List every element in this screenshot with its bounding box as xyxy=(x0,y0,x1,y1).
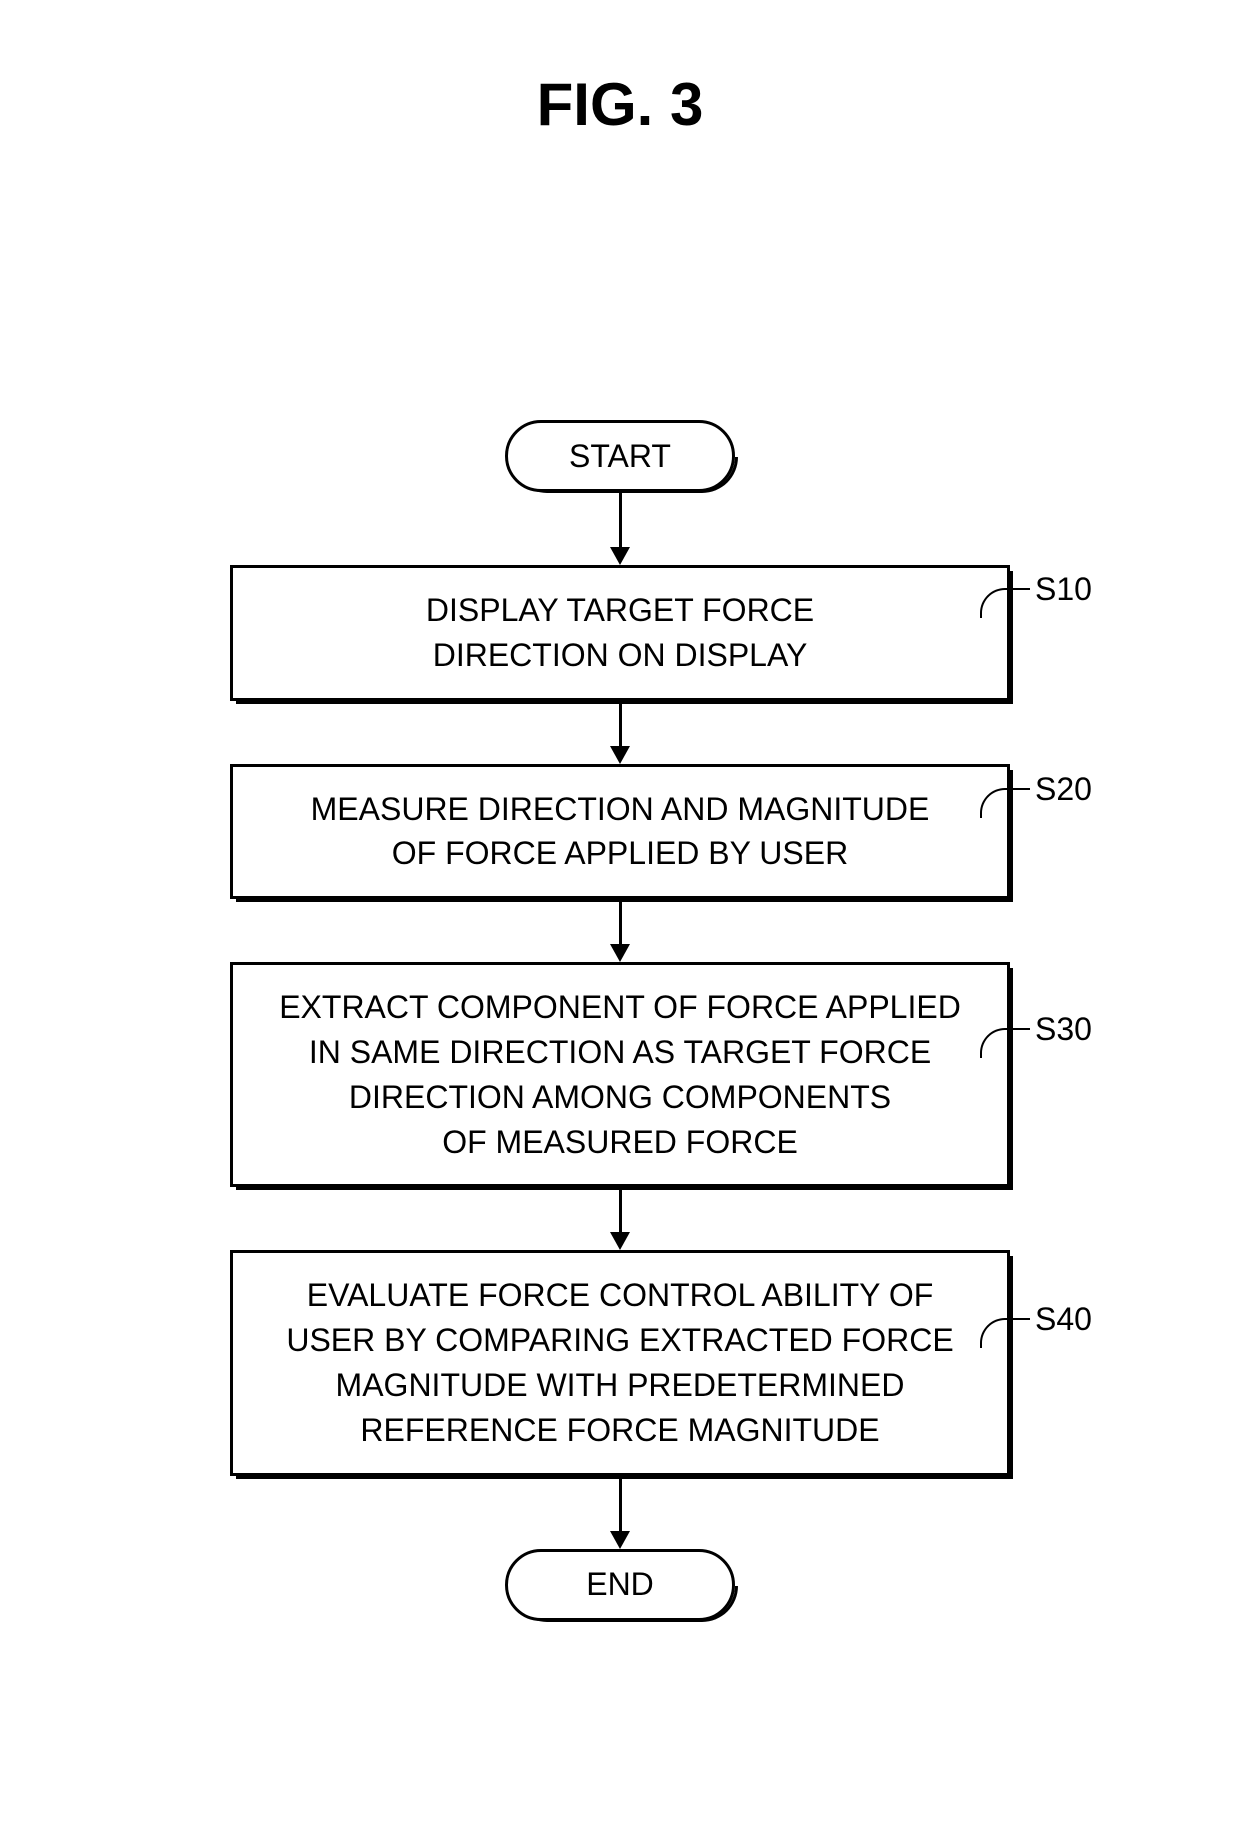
label-text: S30 xyxy=(1035,1011,1092,1048)
process-s30: EXTRACT COMPONENT OF FORCE APPLIEDIN SAM… xyxy=(230,962,1010,1187)
arrow-head xyxy=(610,547,630,565)
arrow-head xyxy=(610,1531,630,1549)
process-s10: DISPLAY TARGET FORCEDIRECTION ON DISPLAY xyxy=(230,565,1010,701)
process-text: MEASURE DIRECTION AND MAGNITUDEOF FORCE … xyxy=(311,787,930,877)
label-text: S40 xyxy=(1035,1301,1092,1338)
arrow-head xyxy=(610,746,630,764)
arrow-line xyxy=(619,492,622,547)
process-text: EVALUATE FORCE CONTROL ABILITY OFUSER BY… xyxy=(286,1273,953,1452)
arrow-head xyxy=(610,1232,630,1250)
label-s40: S40 xyxy=(980,1290,1092,1348)
figure-title: FIG. 3 xyxy=(537,70,704,139)
start-terminal: START xyxy=(505,420,735,492)
label-connector xyxy=(980,588,1030,618)
arrow-line xyxy=(619,899,622,944)
arrow-1 xyxy=(610,701,630,764)
arrow-2 xyxy=(610,899,630,962)
label-text: S20 xyxy=(1035,771,1092,808)
label-s10: S10 xyxy=(980,560,1092,618)
arrow-line xyxy=(619,1187,622,1232)
label-connector xyxy=(980,1028,1030,1058)
process-s40: EVALUATE FORCE CONTROL ABILITY OFUSER BY… xyxy=(230,1250,1010,1475)
process-s20: MEASURE DIRECTION AND MAGNITUDEOF FORCE … xyxy=(230,764,1010,900)
arrow-0 xyxy=(610,492,630,565)
process-text: EXTRACT COMPONENT OF FORCE APPLIEDIN SAM… xyxy=(279,985,961,1164)
arrow-line xyxy=(619,701,622,746)
arrow-line xyxy=(619,1476,622,1531)
arrow-head xyxy=(610,944,630,962)
process-text: DISPLAY TARGET FORCEDIRECTION ON DISPLAY xyxy=(426,588,814,678)
label-s20: S20 xyxy=(980,760,1092,818)
arrow-4 xyxy=(610,1476,630,1549)
end-terminal: END xyxy=(505,1549,735,1621)
start-label: START xyxy=(569,438,671,475)
label-connector xyxy=(980,1318,1030,1348)
end-label: END xyxy=(586,1566,654,1603)
label-connector xyxy=(980,788,1030,818)
flowchart-container: START DISPLAY TARGET FORCEDIRECTION ON D… xyxy=(230,420,1010,1621)
label-s30: S30 xyxy=(980,1000,1092,1058)
label-text: S10 xyxy=(1035,571,1092,608)
arrow-3 xyxy=(610,1187,630,1250)
